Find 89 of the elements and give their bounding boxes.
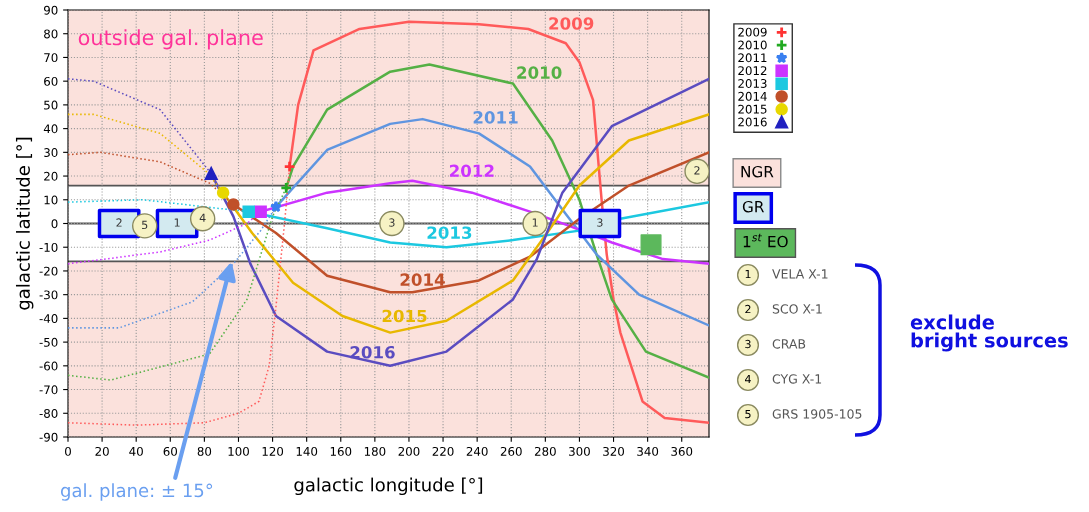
- legend-label: 2012: [738, 66, 767, 76]
- annotation: 4: [199, 213, 206, 222]
- y-tick-label: -70: [39, 385, 58, 395]
- point: [283, 160, 296, 173]
- point: [227, 198, 240, 211]
- text: GRS 1905-105: [772, 409, 862, 419]
- y-tick-label: -30: [39, 290, 58, 300]
- text: CYG X-1: [772, 374, 822, 384]
- annotation: 2: [694, 166, 700, 175]
- text: 2015: [738, 104, 767, 114]
- text: 2011: [738, 53, 767, 63]
- y-tick-label: 40: [43, 124, 58, 134]
- x-tick-label: 120: [262, 446, 284, 456]
- annotation: 2012: [449, 164, 494, 178]
- point: [684, 158, 709, 185]
- x-tick-label: 160: [330, 446, 352, 456]
- y-tick-label: -90: [39, 432, 58, 442]
- text: 2016: [738, 117, 767, 127]
- y-tick-label: -40: [39, 314, 58, 324]
- y-tick-label: 60: [44, 76, 58, 86]
- x-tick-label: 80: [197, 446, 212, 456]
- series-label: 2010: [517, 66, 562, 79]
- x-tick-label: 220: [432, 446, 454, 456]
- point: [204, 167, 218, 180]
- x-tick-label: 100: [228, 446, 249, 456]
- x-axis-title: galactic longitude [°]: [294, 477, 483, 496]
- y-tick-label: 0: [51, 219, 58, 229]
- text: 3: [745, 339, 751, 349]
- x-tick-label: 20: [95, 446, 109, 456]
- y-tick-label: 20: [44, 171, 58, 181]
- annotation: 5: [142, 220, 148, 230]
- x-tick-label: 360: [671, 446, 693, 456]
- annotation: gal. plane: ± 15°: [61, 483, 213, 501]
- point: [242, 205, 255, 218]
- series-label: 2009: [549, 17, 594, 30]
- point: [279, 181, 293, 195]
- y-tick-label: -10: [39, 242, 58, 252]
- text: 1$^{st}$ EO: [743, 233, 788, 248]
- annotation: 2013: [427, 226, 472, 240]
- text: 2010: [738, 40, 767, 50]
- text: 1: [745, 269, 751, 279]
- y-tick-label: 10: [44, 195, 58, 205]
- y-tick-label: -60: [39, 361, 58, 371]
- y-tick-label: 50: [44, 100, 58, 110]
- point: [379, 210, 405, 237]
- x-tick-label: 300: [569, 446, 590, 456]
- x-tick-label: 200: [398, 446, 420, 456]
- text: 5: [745, 409, 751, 419]
- text: 4: [745, 374, 751, 384]
- series-label: 2011: [473, 111, 518, 124]
- y-tick-label: 30: [44, 148, 58, 157]
- text: 2: [745, 304, 751, 314]
- annotation: 3: [389, 218, 395, 227]
- x-tick-label: 140: [296, 446, 318, 456]
- y-tick-label: 70: [44, 53, 58, 63]
- x-tick-label: 320: [603, 446, 625, 456]
- y-axis-title: galactic latitude [°]: [15, 137, 34, 310]
- x-tick-label: 340: [637, 446, 659, 456]
- series-label: 2016: [350, 345, 395, 359]
- text: GR: [742, 200, 765, 213]
- x-tick-label: 260: [500, 446, 522, 456]
- point: [216, 186, 230, 199]
- legend-label: 2014: [738, 91, 767, 101]
- legend-label: 2013: [738, 79, 767, 88]
- x-tick-label: 240: [466, 446, 488, 456]
- x-tick-label: 0: [65, 446, 71, 456]
- text: VELA X-1: [772, 269, 828, 279]
- text: SCO X-1: [772, 304, 822, 314]
- text: exclude bright sources: [910, 314, 1068, 352]
- point: [269, 200, 282, 213]
- point: [254, 205, 267, 218]
- y-tick-label: 80: [44, 29, 58, 39]
- point: [640, 234, 662, 256]
- annotation: 1: [532, 218, 538, 227]
- band-label: NGR: [741, 165, 774, 178]
- x-tick-label: 40: [129, 446, 143, 456]
- y-tick-label: -80: [39, 409, 58, 418]
- x-tick-label: 280: [534, 446, 556, 456]
- x-tick-label: 180: [364, 446, 386, 456]
- text: 2009: [738, 27, 767, 37]
- point: [522, 210, 548, 237]
- y-tick-label: -50: [39, 337, 58, 347]
- series-label: 2015: [382, 309, 427, 323]
- y-tick-label: -20: [39, 266, 58, 276]
- x-tick-label: 60: [163, 446, 178, 456]
- y-tick-label: 90: [44, 5, 58, 15]
- text: CRAB: [772, 339, 806, 349]
- annotation: outside gal. plane: [78, 29, 263, 50]
- annotation: 2014: [400, 273, 445, 286]
